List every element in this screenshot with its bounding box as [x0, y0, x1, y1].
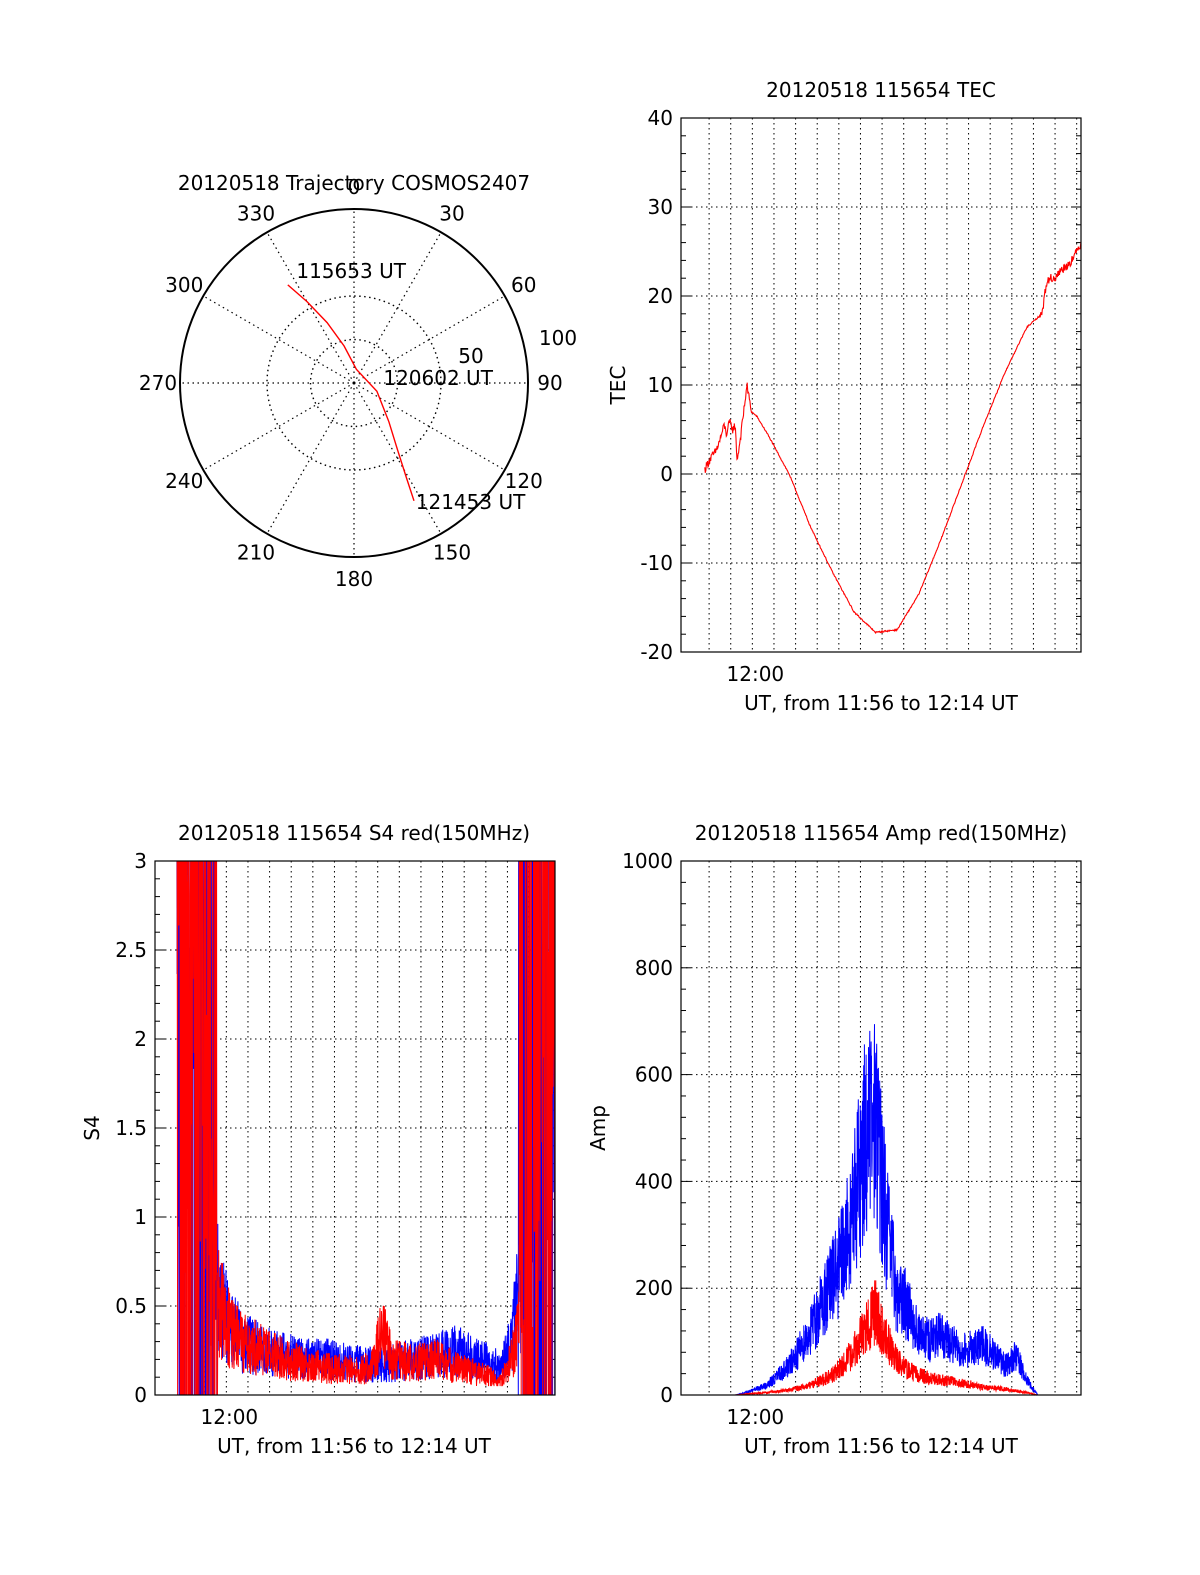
- polar-spoke-line: [353, 295, 505, 384]
- polar-spoke-line: [203, 382, 355, 471]
- polar-angle-label: 150: [433, 541, 471, 565]
- polar-title: 20120518 Trajectory COSMOS2407: [178, 171, 530, 195]
- tec-series: [704, 241, 1082, 634]
- polar-angle-labels: 0 30 60 90 120 150 180 210 240 270 300 330: [139, 175, 563, 591]
- amp-series: [691, 1024, 1081, 1396]
- tec-y-tick-labels: -20 -10 0 10 20 30 40: [640, 106, 673, 664]
- s4-y-tick-label: 1.5: [115, 1116, 147, 1140]
- s4-series-line: [176, 860, 556, 1396]
- polar-radius-labels: 50 100: [458, 326, 577, 368]
- amp-x-tick-labels: 12:00: [727, 1405, 785, 1429]
- polar-time-annotation: 115653 UT: [296, 259, 406, 283]
- tec-y-tick-label: 40: [648, 106, 673, 130]
- s4-x-axis-label: UT, from 11:56 to 12:14 UT: [217, 1434, 492, 1458]
- s4-x-tick-label: 12:00: [201, 1405, 259, 1429]
- amp-y-tick-label: 600: [635, 1063, 673, 1087]
- tec-y-tick-label: 20: [648, 284, 673, 308]
- polar-range-ring: [309, 338, 399, 428]
- tec-x-tick-labels: 12:00: [727, 662, 785, 686]
- amp-series-line: [691, 1280, 1081, 1396]
- s4-y-tick-label: 2: [134, 1027, 147, 1051]
- amp-y-tick-label: 800: [635, 956, 673, 980]
- polar-angle-label: 210: [237, 541, 275, 565]
- s4-y-tick-label: 0.5: [115, 1294, 147, 1318]
- tec-grid: [681, 117, 1081, 653]
- tec-y-axis-label: TEC: [606, 366, 630, 406]
- amp-y-tick-label: 0: [660, 1383, 673, 1407]
- tec-title: 20120518 115654 TEC: [766, 78, 996, 102]
- amp-y-tick-label: 1000: [622, 849, 673, 873]
- s4-series: [176, 860, 556, 1396]
- tec-series-line: [704, 241, 1082, 634]
- polar-spoke-line: [203, 295, 355, 384]
- polar-radius-label: 100: [539, 326, 577, 350]
- amp-y-axis-label: Amp: [586, 1105, 610, 1151]
- tec-panel: 20120518 115654 TEC -20 -10 0 10 20 30 40 12:0…: [606, 78, 1082, 715]
- amp-y-tick-label: 200: [635, 1276, 673, 1300]
- s4-y-tick-labels: 0 0.5 1 1.5 2 2.5 3: [115, 849, 147, 1407]
- s4-plot-frame: [154, 860, 556, 1396]
- polar-spoke-line: [266, 382, 355, 534]
- s4-y-tick-label: 0: [134, 1383, 147, 1407]
- polar-outer-ring: [179, 208, 529, 558]
- amp-panel: 20120518 115654 Amp red(150MHz) 0 200 400 6…: [586, 821, 1082, 1458]
- polar-angle-label: 300: [165, 273, 203, 297]
- polar-angle-label: 270: [139, 371, 177, 395]
- polar-spoke-line: [353, 382, 442, 534]
- polar-angle-label: 0: [348, 175, 361, 199]
- polar-time-annotation: 121453 UT: [416, 490, 526, 514]
- polar-angle-label: 30: [439, 201, 464, 225]
- polar-annotations: 115653 UT 120602 UT 121453 UT: [296, 259, 526, 514]
- polar-time-annotation: 120602 UT: [383, 366, 493, 390]
- tec-x-tick-label: 12:00: [727, 662, 785, 686]
- tec-x-axis-label: UT, from 11:56 to 12:14 UT: [744, 691, 1019, 715]
- tec-y-tick-label: -20: [640, 640, 673, 664]
- amp-y-tick-labels: 0 200 400 600 800 1000: [622, 849, 673, 1407]
- s4-y-tick-label: 2.5: [115, 938, 147, 962]
- tec-y-tick-label: 30: [648, 195, 673, 219]
- polar-spoke-line: [353, 232, 442, 384]
- s4-x-tick-labels: 12:00: [201, 1405, 259, 1429]
- tec-plot-frame: [680, 117, 1082, 653]
- tec-y-tick-label: -10: [640, 551, 673, 575]
- tec-y-tick-label: 10: [648, 373, 673, 397]
- trajectory-polar-panel: 20120518 Trajectory COSMOS2407 0 30 60 90 12…: [139, 171, 577, 591]
- polar-angle-label: 330: [237, 201, 275, 225]
- polar-angle-label: 60: [511, 273, 536, 297]
- s4-y-tick-label: 1: [134, 1205, 147, 1229]
- polar-grid: [180, 209, 528, 557]
- polar-radius-label: 50: [458, 344, 483, 368]
- amp-y-tick-label: 400: [635, 1169, 673, 1193]
- s4-panel: 20120518 115654 S4 red(150MHz) 0 0.5 1 1.5 2…: [80, 821, 556, 1458]
- s4-y-tick-label: 3: [134, 849, 147, 873]
- polar-spoke-line: [266, 232, 355, 384]
- polar-angle-label: 180: [335, 567, 373, 591]
- amp-series-line: [691, 1024, 1081, 1396]
- tec-y-tick-label: 0: [660, 462, 673, 486]
- amp-x-axis-label: UT, from 11:56 to 12:14 UT: [744, 1434, 1019, 1458]
- polar-angle-label: 90: [537, 371, 562, 395]
- amp-title: 20120518 115654 Amp red(150MHz): [695, 821, 1067, 845]
- satellite-track-line: [287, 284, 415, 502]
- polar-range-ring: [266, 295, 442, 471]
- s4-y-axis-label: S4: [80, 1115, 104, 1140]
- s4-title: 20120518 115654 S4 red(150MHz): [178, 821, 530, 845]
- polar-angle-label: 120: [505, 469, 543, 493]
- polar-angle-label: 240: [165, 469, 203, 493]
- amp-plot-frame: [680, 860, 1082, 1396]
- polar-spoke-line: [353, 382, 505, 471]
- amp-x-tick-label: 12:00: [727, 1405, 785, 1429]
